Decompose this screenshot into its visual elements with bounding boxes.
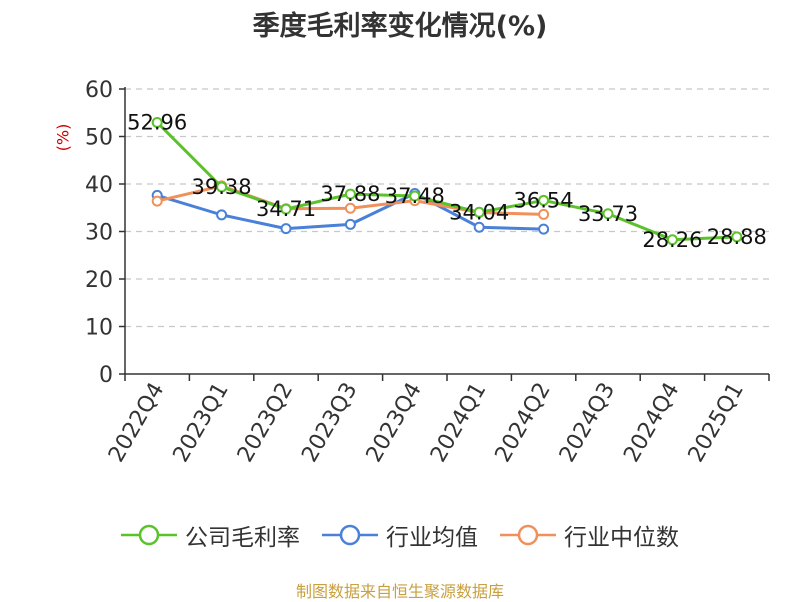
y-tick-label-60: 60 bbox=[85, 78, 113, 103]
point-0-5 bbox=[473, 206, 485, 218]
series-line-0 bbox=[156, 121, 737, 242]
data-label-8: 28.26 bbox=[642, 228, 702, 252]
legend-marker-0 bbox=[121, 524, 177, 546]
gridlines bbox=[125, 88, 769, 328]
data-label-6: 36.54 bbox=[514, 188, 574, 212]
y-tick-label-10: 10 bbox=[85, 316, 113, 341]
point-0-7 bbox=[602, 208, 614, 220]
legend-item-2[interactable]: 行业中位数 bbox=[500, 518, 679, 552]
legend-label-2: 行业中位数 bbox=[564, 525, 679, 551]
legend-label-0: 公司毛利率 bbox=[185, 525, 300, 551]
point-2-6 bbox=[538, 208, 550, 220]
chart-title: 季度毛利率变化情况(%) bbox=[252, 11, 548, 42]
x-tick-label-2024Q4: 2024Q4 bbox=[619, 379, 684, 467]
y-tick-label-40: 40 bbox=[85, 173, 113, 198]
point-1-2 bbox=[280, 223, 292, 235]
y-tick-label-50: 50 bbox=[85, 126, 113, 151]
x-tick-label-2024Q2: 2024Q2 bbox=[490, 379, 555, 467]
data-label-1: 39.38 bbox=[192, 175, 252, 199]
point-0-6 bbox=[538, 194, 550, 206]
x-tick-label-2023Q2: 2023Q2 bbox=[233, 379, 298, 467]
legend-item-0[interactable]: 公司毛利率 bbox=[121, 518, 300, 552]
x-tick-label-2023Q3: 2023Q3 bbox=[297, 379, 362, 467]
point-0-2 bbox=[280, 203, 292, 215]
point-2-0 bbox=[151, 195, 163, 207]
point-0-0 bbox=[151, 116, 163, 128]
point-0-1 bbox=[216, 181, 228, 193]
data-label-0: 52.96 bbox=[127, 110, 187, 134]
data-source: 制图数据来自恒生聚源数据库 bbox=[295, 582, 504, 601]
data-label-7: 33.73 bbox=[578, 202, 638, 226]
point-1-1 bbox=[216, 209, 228, 221]
legend-label-1: 行业均值 bbox=[386, 525, 478, 551]
data-label-5: 34.04 bbox=[449, 200, 509, 224]
legend-marker-2 bbox=[500, 524, 556, 546]
x-tick-label-2023Q4: 2023Q4 bbox=[362, 379, 427, 467]
data-label-2: 34.71 bbox=[256, 197, 316, 221]
data-label-4: 37.48 bbox=[385, 184, 445, 208]
point-0-4 bbox=[409, 190, 421, 202]
x-tick-label-2023Q1: 2023Q1 bbox=[168, 379, 233, 467]
y-tick-label-30: 30 bbox=[85, 221, 113, 246]
legend-item-1[interactable]: 行业均值 bbox=[322, 518, 478, 552]
y-tick-label-0: 0 bbox=[99, 363, 113, 388]
x-tick-label-2025Q1: 2025Q1 bbox=[684, 379, 749, 467]
series-lines bbox=[151, 116, 743, 246]
legend-marker-1 bbox=[322, 524, 378, 546]
point-0-9 bbox=[731, 231, 743, 243]
x-tick-label-2022Q4: 2022Q4 bbox=[104, 379, 169, 467]
legend: 公司毛利率 行业均值 行业中位数 bbox=[0, 518, 800, 552]
data-label-9: 28.88 bbox=[707, 225, 767, 249]
point-0-3 bbox=[344, 188, 356, 200]
x-tick-label-2024Q3: 2024Q3 bbox=[555, 379, 620, 467]
point-0-8 bbox=[666, 234, 678, 246]
point-1-6 bbox=[538, 223, 550, 235]
x-tick-label-2024Q1: 2024Q1 bbox=[426, 379, 491, 467]
y-tick-label-20: 20 bbox=[85, 268, 113, 293]
data-label-3: 37.88 bbox=[320, 182, 380, 206]
point-1-5 bbox=[473, 221, 485, 233]
point-2-3 bbox=[344, 202, 356, 214]
point-1-3 bbox=[344, 218, 356, 230]
